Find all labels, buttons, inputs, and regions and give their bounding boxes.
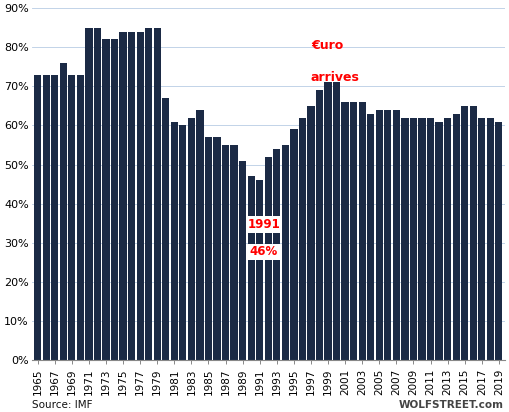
Bar [290,129,297,360]
Bar [384,110,391,360]
Bar [94,28,101,360]
Bar [51,75,59,360]
Bar [128,32,135,360]
Text: 46%: 46% [250,245,278,258]
Bar [478,117,486,360]
Text: 1991: 1991 [247,218,280,231]
Bar [273,149,280,360]
Text: arrives: arrives [311,71,360,84]
Bar [358,102,366,360]
Bar [495,122,502,360]
Bar [86,28,93,360]
Text: WOLFSTREET.com: WOLFSTREET.com [399,400,504,410]
Bar [222,145,229,360]
Bar [196,110,204,360]
Text: €uro: €uro [311,40,343,52]
Bar [401,117,409,360]
Bar [333,82,340,360]
Bar [60,63,67,360]
Bar [487,117,494,360]
Bar [307,106,315,360]
Bar [120,32,127,360]
Bar [299,117,306,360]
Bar [470,106,477,360]
Bar [77,75,84,360]
Bar [68,75,75,360]
Bar [188,117,195,360]
Bar [102,40,109,360]
Bar [427,117,434,360]
Bar [179,125,186,360]
Bar [145,28,152,360]
Bar [265,157,272,360]
Bar [213,137,220,360]
Bar [393,110,400,360]
Bar [34,75,41,360]
Bar [453,114,460,360]
Bar [239,161,246,360]
Bar [111,40,118,360]
Bar [43,75,50,360]
Bar [410,117,417,360]
Bar [171,122,178,360]
Bar [461,106,468,360]
Text: Source: IMF: Source: IMF [32,400,92,410]
Bar [435,122,443,360]
Bar [367,114,374,360]
Bar [256,180,263,360]
Bar [231,145,238,360]
Bar [342,102,349,360]
Bar [350,102,357,360]
Bar [324,82,332,360]
Bar [247,176,255,360]
Bar [136,32,144,360]
Bar [418,117,426,360]
Bar [281,145,289,360]
Bar [205,137,212,360]
Bar [444,117,451,360]
Bar [162,98,169,360]
Bar [316,90,323,360]
Bar [376,110,383,360]
Bar [154,28,161,360]
